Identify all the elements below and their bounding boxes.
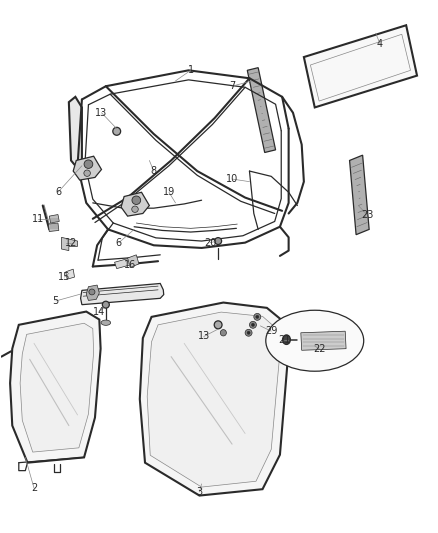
Ellipse shape	[113, 127, 120, 135]
Polygon shape	[301, 331, 346, 350]
Ellipse shape	[283, 335, 290, 344]
Ellipse shape	[84, 170, 90, 176]
Text: 6: 6	[116, 238, 122, 248]
Text: 22: 22	[313, 344, 325, 354]
Ellipse shape	[251, 323, 254, 326]
Text: 1: 1	[187, 66, 194, 75]
Polygon shape	[127, 255, 139, 268]
Ellipse shape	[256, 316, 259, 318]
Polygon shape	[69, 97, 82, 168]
Text: 19: 19	[163, 187, 175, 197]
Ellipse shape	[132, 196, 141, 205]
Ellipse shape	[254, 313, 261, 320]
Text: 16: 16	[124, 261, 136, 270]
Ellipse shape	[101, 320, 111, 325]
Ellipse shape	[84, 160, 93, 168]
Ellipse shape	[266, 310, 364, 371]
Ellipse shape	[132, 206, 138, 213]
Ellipse shape	[102, 301, 110, 308]
Ellipse shape	[215, 238, 222, 245]
Text: 13: 13	[198, 332, 210, 342]
Ellipse shape	[250, 321, 256, 328]
Text: 5: 5	[53, 296, 59, 306]
Ellipse shape	[247, 331, 250, 334]
Polygon shape	[48, 223, 59, 231]
Text: 13: 13	[95, 108, 108, 118]
Polygon shape	[20, 323, 94, 452]
Text: 21: 21	[278, 335, 290, 345]
Polygon shape	[66, 269, 74, 279]
Polygon shape	[115, 258, 132, 269]
Text: 3: 3	[196, 487, 202, 497]
Polygon shape	[73, 156, 102, 180]
Text: 4: 4	[377, 39, 383, 49]
Polygon shape	[61, 237, 78, 251]
Text: 7: 7	[229, 81, 235, 91]
Polygon shape	[86, 285, 99, 301]
Ellipse shape	[89, 289, 95, 295]
Polygon shape	[81, 284, 164, 305]
Text: 11: 11	[32, 214, 45, 224]
Text: 10: 10	[226, 174, 238, 184]
Polygon shape	[140, 303, 289, 496]
Ellipse shape	[245, 329, 252, 336]
Text: 14: 14	[93, 306, 106, 317]
Ellipse shape	[214, 321, 222, 329]
Text: 2: 2	[31, 483, 37, 493]
Polygon shape	[304, 25, 417, 108]
Polygon shape	[311, 34, 410, 101]
Ellipse shape	[220, 329, 226, 336]
Text: 23: 23	[361, 209, 373, 220]
Polygon shape	[121, 192, 149, 216]
Polygon shape	[147, 312, 280, 487]
Polygon shape	[350, 155, 369, 235]
Text: 12: 12	[65, 238, 77, 248]
Polygon shape	[49, 215, 59, 223]
Text: 20: 20	[204, 238, 216, 248]
Text: 6: 6	[55, 187, 61, 197]
Polygon shape	[10, 312, 101, 463]
Polygon shape	[247, 68, 276, 152]
Text: 29: 29	[265, 326, 277, 336]
Text: 15: 15	[58, 272, 71, 282]
Text: 8: 8	[151, 166, 157, 176]
